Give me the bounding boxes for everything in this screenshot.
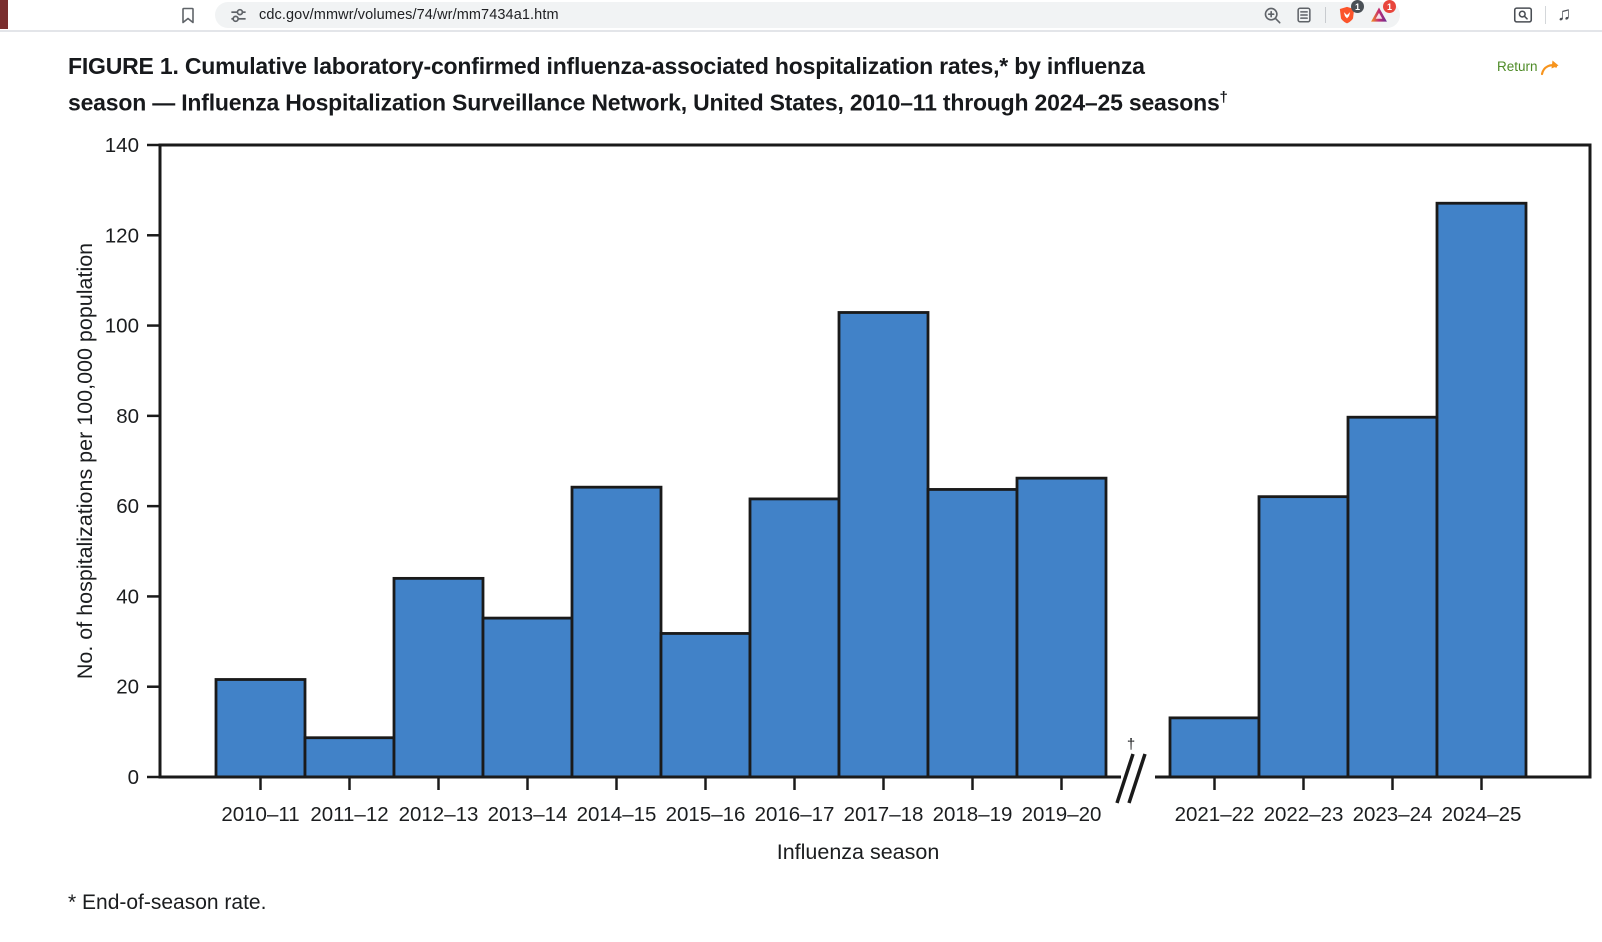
figure-title-line1: FIGURE 1. Cumulative laboratory-confirme… (68, 53, 1145, 79)
return-arrow-icon (1540, 60, 1559, 76)
figure-chart: 0 20 40 60 80 100 120 140 2010–11 2011–12 2012–13 2… (0, 130, 1602, 890)
media-control-icon[interactable]: ♫ (1557, 4, 1572, 25)
bar-chart: 0 20 40 60 80 100 120 140 2010–11 2011–12 2012–13 2… (73, 134, 1592, 864)
x-tick-label: 2018–19 (933, 803, 1013, 826)
x-tick-label: 2024–25 (1442, 803, 1522, 826)
y-tick-label: 40 (116, 585, 139, 608)
axis-break-dagger: † (1127, 736, 1135, 753)
bar-2014–15 (570, 485, 663, 779)
y-tick-label: 0 (128, 766, 139, 789)
figure-title-line2: season — Influenza Hospitalization Surve… (68, 89, 1220, 116)
brave-shields-icon[interactable]: 1 (1336, 0, 1364, 26)
bar-2015–16 (659, 632, 752, 779)
figure-title: FIGURE 1. Cumulative laboratory-confirme… (68, 50, 1488, 119)
x-tick-label: 2013–14 (488, 803, 568, 826)
figure-footnote: * End-of-season rate. (68, 891, 267, 914)
return-link[interactable]: Return (1497, 57, 1561, 79)
x-tick-label: 2011–12 (310, 803, 388, 826)
bar-2012–13 (392, 576, 485, 779)
bar-2021–22 (1168, 716, 1261, 779)
browser-toolbar: cdc.gov/mmwr/volumes/74/wr/mm7434a1.htm (0, 0, 1602, 32)
url-bar[interactable]: cdc.gov/mmwr/volumes/74/wr/mm7434a1.htm (215, 0, 1400, 28)
y-tick-label: 20 (116, 676, 139, 699)
brave-rewards-icon[interactable]: 1 (1368, 0, 1396, 26)
x-tick-label: 2010–11 (221, 803, 299, 826)
y-tick-label: 100 (105, 315, 139, 338)
bar-2011–12 (303, 736, 396, 779)
bar-2023–24 (1346, 415, 1439, 779)
axis-break-slash (1115, 753, 1135, 804)
x-tick-label: 2017–18 (844, 803, 924, 826)
x-tick-label: 2016–17 (755, 803, 835, 826)
x-axis-title: Influenza season (777, 840, 940, 864)
rewards-badge: 1 (1383, 0, 1396, 13)
bar-2019–20 (1015, 476, 1108, 779)
tune-icon[interactable] (227, 4, 249, 26)
x-tick-label: 2019–20 (1022, 803, 1102, 826)
bar-2016–17 (748, 497, 841, 779)
axis-break-slash (1127, 753, 1147, 804)
shields-badge: 1 (1351, 0, 1364, 13)
x-tick-label: 2021–22 (1175, 803, 1255, 826)
url-text: cdc.gov/mmwr/volumes/74/wr/mm7434a1.htm (259, 7, 559, 23)
reader-mode-icon[interactable] (1293, 4, 1315, 26)
y-tick-label: 140 (105, 134, 139, 157)
window-edge-accent (0, 0, 8, 29)
toolbar-right-cluster: ♫ (1512, 3, 1571, 27)
pill-divider (1325, 7, 1326, 23)
y-tick-label: 60 (116, 495, 139, 518)
magnifier-plus-icon[interactable] (1261, 4, 1283, 26)
bar-2013–14 (481, 616, 574, 779)
bar-2017–18 (837, 311, 930, 779)
x-tick-label: 2015–16 (666, 803, 746, 826)
y-axis-title: No. of hospitalizations per 100,000 popu… (73, 243, 97, 679)
bar-2010–11 (214, 678, 307, 779)
x-tick-label: 2023–24 (1353, 803, 1433, 826)
bar-2018–19 (926, 488, 1019, 779)
bar-2022–23 (1257, 495, 1350, 779)
search-panel-icon[interactable] (1512, 4, 1534, 26)
bookmark-icon[interactable] (176, 3, 200, 27)
x-tick-label: 2014–15 (577, 803, 657, 826)
figure-title-dagger: † (1219, 89, 1228, 106)
return-link-label: Return (1497, 59, 1538, 74)
x-tick-label: 2022–23 (1264, 803, 1344, 826)
bar-2024–25 (1435, 201, 1528, 779)
toolbar-divider (1545, 6, 1546, 24)
plot-frame (158, 143, 1592, 779)
y-tick-label: 80 (116, 405, 139, 428)
y-tick-label: 120 (105, 224, 139, 247)
x-tick-label: 2012–13 (399, 803, 479, 826)
